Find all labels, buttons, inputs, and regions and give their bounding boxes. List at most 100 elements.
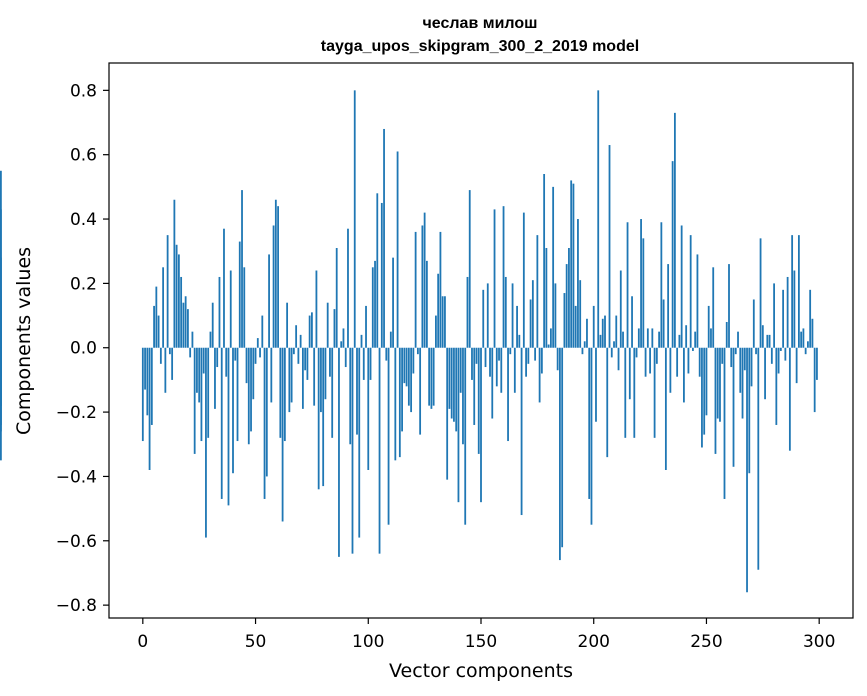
bar (615, 315, 618, 348)
bar (259, 347, 261, 358)
bar (444, 296, 446, 348)
bar (694, 331, 697, 348)
bar (331, 347, 334, 438)
bar (658, 331, 661, 348)
bar (588, 347, 591, 499)
bar (162, 267, 165, 348)
bar (223, 228, 225, 348)
bar (281, 347, 284, 522)
bar (466, 276, 469, 348)
bar (270, 347, 273, 403)
bar (540, 347, 543, 374)
bar (574, 305, 577, 348)
bar (315, 270, 318, 348)
bar (421, 225, 424, 348)
bar (252, 347, 255, 400)
bar (743, 347, 746, 371)
bar (813, 347, 816, 413)
bar (507, 347, 509, 442)
bar (256, 338, 259, 348)
bar (268, 254, 270, 348)
bar (464, 347, 467, 525)
bar (401, 347, 403, 432)
bar (358, 347, 361, 538)
bar (435, 315, 437, 348)
bar (155, 286, 158, 348)
chart-subtitle: tayga_upos_skipgram_300_2_2019 model (321, 38, 639, 55)
bar (238, 241, 241, 348)
bar (779, 347, 782, 351)
bar (425, 260, 428, 348)
bar (610, 347, 613, 358)
bar (619, 270, 622, 348)
y-tick-label: 0.4 (70, 210, 97, 230)
bar (164, 347, 167, 393)
bar (389, 331, 392, 348)
bar (640, 219, 642, 348)
bar (290, 347, 293, 403)
bar (220, 347, 223, 499)
bar (306, 347, 309, 380)
bar (475, 347, 478, 364)
bar (416, 347, 419, 355)
bar (788, 347, 791, 451)
bar (254, 347, 257, 364)
x-tick-label: 0 (137, 632, 148, 652)
bar (227, 347, 230, 506)
bar (484, 347, 487, 368)
bar (448, 347, 451, 409)
bar (493, 209, 496, 348)
bar-series (0, 90, 818, 593)
bar (184, 296, 187, 348)
bar (631, 296, 633, 348)
bar (468, 190, 471, 348)
bar (755, 347, 757, 355)
bar (344, 347, 347, 368)
bar (205, 347, 207, 538)
bar (153, 305, 155, 348)
y-tick-label: −0.4 (56, 467, 97, 487)
bar (809, 289, 812, 348)
bar (498, 347, 500, 361)
bar (559, 347, 561, 561)
y-tick-label: −0.2 (56, 403, 97, 423)
bar (723, 347, 726, 499)
bar (775, 347, 778, 425)
bar (511, 283, 514, 348)
y-axis-label: Components values (13, 247, 35, 435)
bar (500, 347, 503, 393)
bar (182, 302, 185, 348)
bar (683, 347, 685, 403)
bar (577, 219, 579, 348)
bar (410, 347, 413, 413)
bar (568, 248, 570, 348)
bar (189, 347, 192, 358)
bar (660, 222, 663, 348)
bar (671, 161, 674, 348)
bar (473, 347, 476, 425)
bar (367, 347, 370, 470)
bar (250, 347, 252, 432)
y-tick-label: 0.2 (70, 274, 97, 294)
bar (520, 347, 523, 516)
bar (730, 347, 733, 368)
bar (613, 341, 615, 348)
bar (676, 347, 679, 377)
bar (288, 347, 291, 413)
bar (385, 347, 388, 361)
bar (324, 347, 327, 400)
bar (784, 347, 787, 361)
plot-frame (108, 62, 854, 619)
bar (766, 334, 769, 348)
bar (362, 347, 365, 380)
bar (534, 347, 537, 361)
bar (383, 128, 385, 348)
bar (180, 276, 183, 348)
bar (637, 328, 640, 348)
bar (459, 347, 462, 393)
bar (529, 299, 532, 348)
bar (728, 264, 730, 348)
bar (797, 235, 800, 348)
bar (773, 283, 775, 348)
bar (371, 267, 374, 348)
